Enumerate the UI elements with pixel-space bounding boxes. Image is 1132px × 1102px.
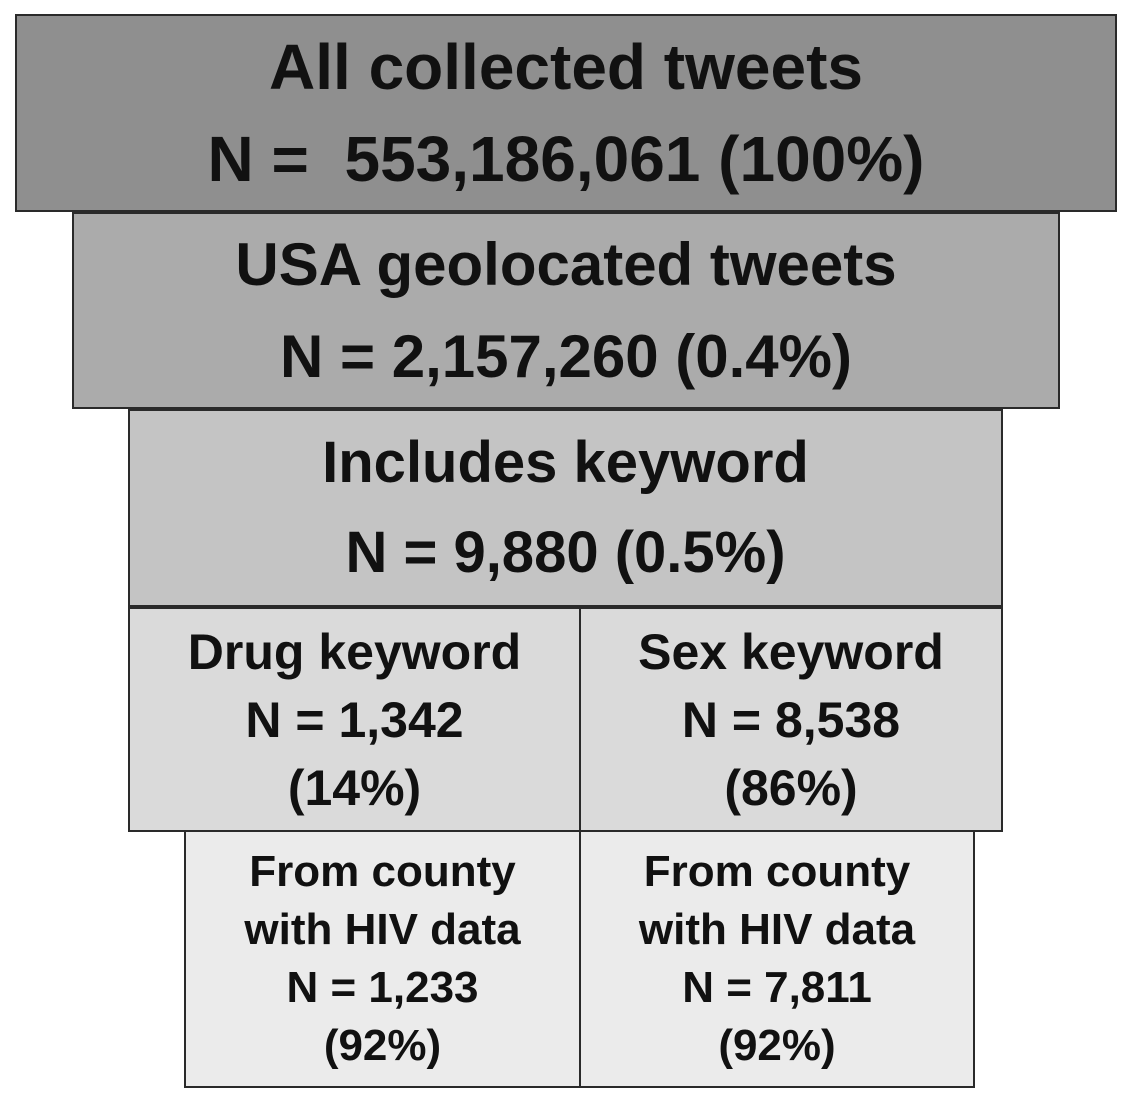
drug-hiv-line1: From county — [249, 847, 516, 896]
drug-hiv-line2: with HIV data — [244, 905, 521, 954]
drug-hiv-percent: (92%) — [323, 1021, 442, 1070]
usa-geolocated-tweets-box: USA geolocated tweets N = 2,157,260 (0.4… — [72, 212, 1060, 409]
drug-keyword-count: N = 1,342 — [245, 691, 464, 748]
sex-hiv-count: N = 7,811 — [682, 963, 872, 1012]
all-tweets-label: All collected tweets — [269, 31, 863, 103]
keyword-tweets-count: N = 9,880 (0.5%) — [345, 520, 786, 585]
drug-hiv-county-box: From county with HIV data N = 1,233 (92%… — [184, 830, 581, 1088]
sex-hiv-line1: From county — [643, 847, 911, 896]
sex-keyword-percent: (86%) — [724, 759, 858, 816]
usa-tweets-count: N = 2,157,260 (0.4%) — [279, 322, 853, 390]
drug-keyword-label: Drug keyword — [187, 623, 522, 680]
drug-hiv-count: N = 1,233 — [286, 963, 479, 1012]
sex-keyword-box: Sex keyword N = 8,538 (86%) — [579, 607, 1003, 832]
sex-hiv-county-box: From county with HIV data N = 7,811 (92%… — [579, 830, 975, 1088]
drug-keyword-box: Drug keyword N = 1,342 (14%) — [128, 607, 581, 832]
all-tweets-count: N = 553,186,061 (100%) — [207, 123, 925, 195]
sex-keyword-label: Sex keyword — [638, 623, 944, 680]
sex-hiv-percent: (92%) — [718, 1021, 836, 1070]
drug-keyword-percent: (14%) — [287, 759, 422, 816]
keyword-tweets-label: Includes keyword — [322, 430, 809, 495]
usa-tweets-label: USA geolocated tweets — [235, 230, 897, 298]
sex-keyword-count: N = 8,538 — [681, 691, 901, 748]
includes-keyword-box: Includes keyword N = 9,880 (0.5%) — [128, 409, 1003, 607]
sex-hiv-line2: with HIV data — [638, 905, 916, 954]
all-collected-tweets-box: All collected tweets N = 553,186,061 (10… — [15, 14, 1117, 212]
